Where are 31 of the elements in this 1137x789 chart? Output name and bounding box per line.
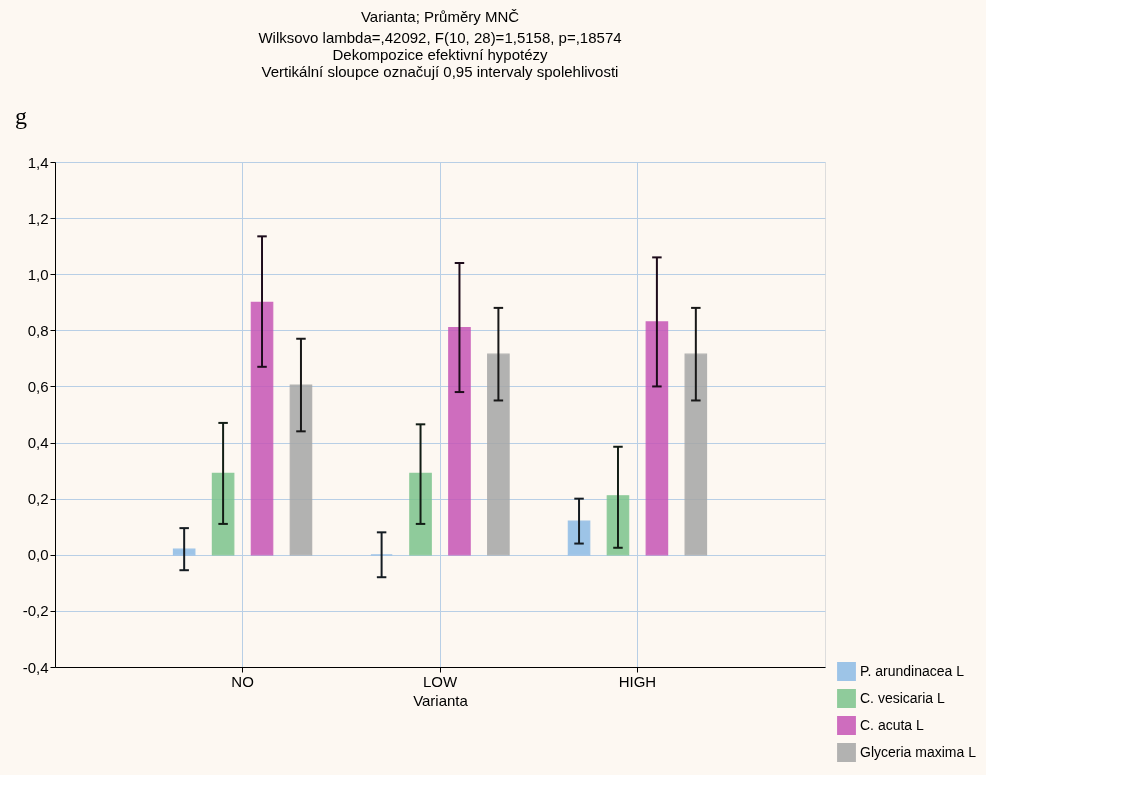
bar bbox=[409, 472, 432, 556]
y-tick-label: 0,0 bbox=[27, 546, 49, 564]
x-tick-label: HIGH bbox=[618, 672, 657, 690]
y-tick-label: 1,4 bbox=[27, 153, 49, 171]
bar bbox=[645, 321, 669, 556]
y-tick-label: 0,2 bbox=[27, 490, 49, 508]
y-tick-label: -0,4 bbox=[22, 658, 49, 676]
chart-title: Varianta; Průměry MNČ bbox=[360, 8, 520, 25]
bar bbox=[487, 353, 510, 556]
bar bbox=[567, 520, 591, 556]
legend-label: C. vesicaria L bbox=[860, 689, 946, 706]
y-tick-label: 0,6 bbox=[27, 377, 49, 395]
x-tick-label: NO bbox=[231, 672, 254, 690]
x-axis-title: Varianta bbox=[413, 691, 469, 709]
bar bbox=[684, 353, 708, 556]
bar bbox=[606, 495, 630, 556]
y-tick-label: 0,4 bbox=[27, 434, 49, 452]
bar bbox=[211, 472, 235, 556]
chart-subtitle: Wilksovo lambda=,42092, F(10, 28)=1,5158, p=,18574 Dekompozice efektivní hypotézy Vertikální sloupce označují 0,95 intervaly spolehlivosti bbox=[258, 29, 622, 80]
text: g bbox=[15, 103, 27, 129]
y-tick-label: 0,8 bbox=[27, 321, 49, 339]
bar bbox=[250, 301, 274, 556]
y-tick-label: -0,2 bbox=[22, 602, 49, 620]
legend-label: Glyceria maxima L bbox=[860, 743, 977, 760]
x-tick-label: LOW bbox=[422, 672, 458, 690]
legend-label: C. acuta L bbox=[860, 716, 925, 733]
bar bbox=[448, 326, 471, 556]
legend-label: P. arundinacea L bbox=[860, 662, 965, 679]
y-tick-label: 1,2 bbox=[27, 209, 49, 227]
bar bbox=[289, 384, 313, 556]
y-tick-label: 1,0 bbox=[27, 265, 49, 283]
